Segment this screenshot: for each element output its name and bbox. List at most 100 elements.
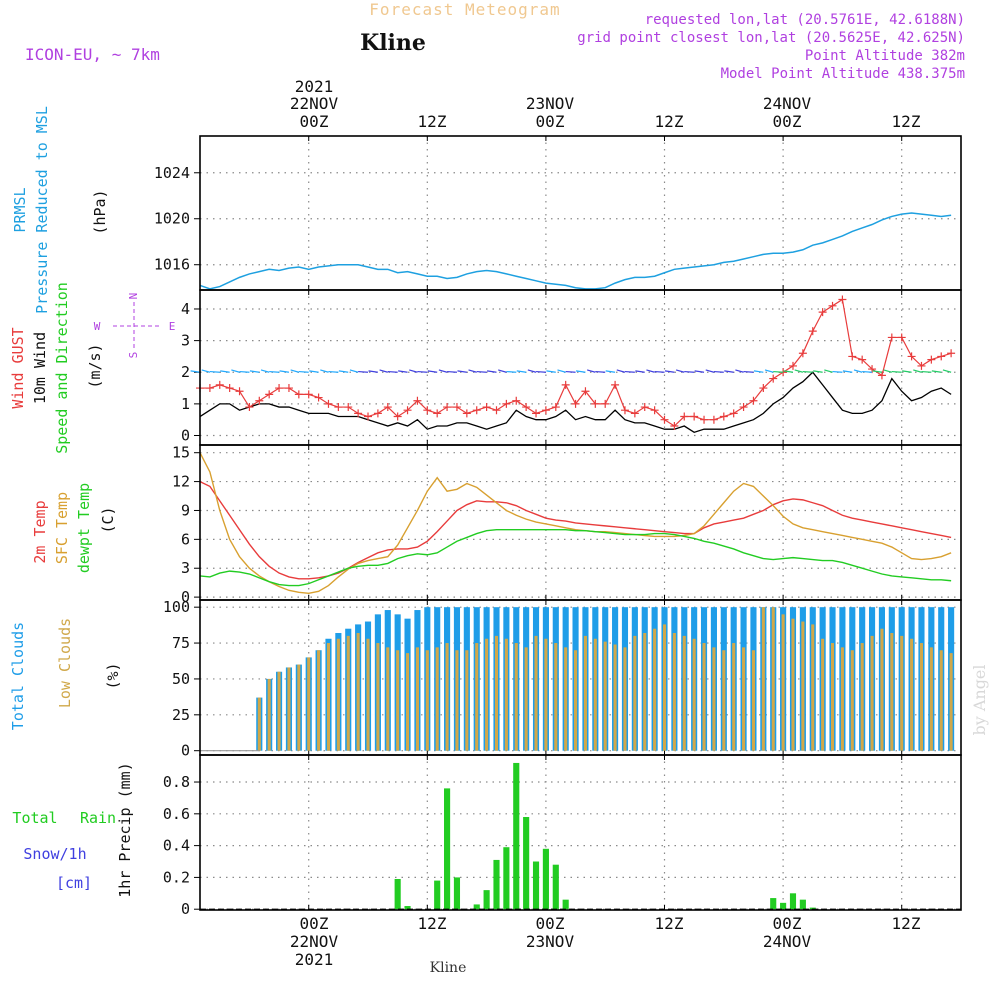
- pressure-unit: (hPa): [91, 189, 109, 234]
- wind-direction-arrow: [802, 370, 813, 373]
- wind-direction-arrow: [338, 370, 349, 373]
- low-cloud-bar: [722, 650, 726, 751]
- temp-sfc-line: [199, 452, 952, 594]
- low-cloud-bar: [672, 633, 676, 751]
- y-tick-label: 0: [181, 900, 190, 918]
- gust-marker: [235, 387, 244, 396]
- wind-label: 10m Wind: [31, 332, 49, 404]
- low-cloud-bar: [406, 653, 410, 751]
- wind-direction-arrow: [379, 369, 388, 373]
- rain-bar: [404, 906, 411, 910]
- gust-marker: [532, 409, 541, 418]
- rain-bar: [799, 899, 806, 910]
- gust-marker: [937, 352, 946, 361]
- gust-marker: [828, 301, 837, 310]
- wind-direction-arrow: [201, 369, 211, 373]
- y-tick-label: 50: [172, 670, 190, 688]
- gust-marker: [294, 390, 303, 399]
- gust-marker: [581, 387, 590, 396]
- wind-direction-arrow: [239, 370, 250, 373]
- wind-direction-arrow: [694, 370, 705, 373]
- panel-clouds: 0 25 50 75 100: [163, 598, 962, 760]
- rain-bar: [394, 879, 401, 910]
- wind-direction-arrow: [902, 370, 912, 373]
- y-tick-label: 1: [181, 395, 190, 413]
- bottom-tick-label: 12Z: [418, 914, 447, 933]
- gust-marker: [275, 384, 284, 393]
- plot-layer: 1016102010240123403691215025507510000.20…: [154, 135, 962, 918]
- low-cloud-bar: [929, 647, 933, 751]
- wind-direction-arrow: [783, 370, 794, 373]
- gust-marker: [690, 412, 699, 421]
- wind-direction-arrow: [190, 370, 201, 373]
- low-cloud-bar: [771, 607, 775, 751]
- wind-direction-arrow: [427, 370, 438, 373]
- low-cloud-bar: [643, 633, 647, 751]
- y-tick-label: 0.2: [163, 868, 190, 886]
- gust-marker: [344, 403, 353, 412]
- wind-direction-arrow: [743, 370, 754, 373]
- low-cloud-bar: [336, 638, 340, 751]
- wind-direction-arrow: [565, 370, 576, 373]
- wind-direction-arrow: [705, 369, 715, 373]
- wind-direction-arrow: [654, 370, 665, 373]
- y-tick-label: 3: [181, 332, 190, 350]
- wind-direction-arrow: [527, 369, 537, 373]
- gust-marker: [502, 399, 511, 408]
- gust-marker: [225, 384, 234, 393]
- low-cloud-bar: [860, 643, 864, 751]
- gust-marker: [413, 396, 422, 405]
- rain-bar: [453, 877, 461, 910]
- requested-coords: requested lon,lat (20.5761E, 42.6188N): [645, 12, 965, 28]
- precip-unit: 1hr Precip (mm): [116, 762, 134, 897]
- cloud-label: Total Clouds: [9, 622, 27, 730]
- wind-direction-arrow: [813, 370, 823, 373]
- gust-marker: [393, 412, 402, 421]
- low-cloud-bar: [692, 638, 696, 751]
- dewpoint-line: [199, 529, 952, 587]
- bottom-tick-label: 00Z: [300, 914, 329, 933]
- gust-marker: [551, 403, 560, 412]
- rain-bar: [513, 762, 520, 910]
- y-tick-label: 1020: [154, 210, 190, 228]
- rain-bar: [542, 848, 549, 910]
- cloud-unit: (%): [104, 662, 122, 689]
- top-tick-label: 00Z: [300, 112, 329, 131]
- low-cloud-bar: [257, 697, 261, 751]
- wind-direction-arrow: [220, 370, 230, 373]
- gust-marker: [522, 403, 531, 412]
- y-tick-label: 6: [181, 530, 190, 548]
- low-cloud-bar: [564, 647, 568, 751]
- gust-marker: [433, 409, 442, 418]
- wind-direction-arrow: [753, 370, 764, 373]
- rain-bar: [434, 880, 441, 910]
- wind-direction-arrow: [913, 369, 922, 373]
- low-cloud-bar: [435, 647, 439, 751]
- low-cloud-bar: [890, 633, 894, 751]
- wind-direction-arrow: [516, 370, 527, 373]
- gust-marker: [443, 403, 452, 412]
- low-cloud-bar: [801, 621, 805, 751]
- gust-marker: [462, 409, 471, 418]
- low-cloud-bar: [396, 650, 400, 751]
- rain-bar: [780, 902, 787, 910]
- precip-label: Snow/1h: [23, 845, 86, 863]
- wind-label: Wind GUST: [9, 327, 27, 408]
- gust-marker: [917, 361, 926, 370]
- wind-direction-arrow: [862, 370, 873, 373]
- panel-temperature: 0 3 6 9 12 15: [172, 444, 962, 606]
- y-tick-label: 0: [181, 588, 190, 606]
- gust-marker: [265, 390, 274, 399]
- wind-direction-arrow: [735, 369, 744, 373]
- top-year-label: 2021: [295, 77, 334, 96]
- gust-marker: [561, 380, 570, 389]
- low-cloud-bar: [900, 635, 904, 751]
- rain-bar: [809, 907, 816, 910]
- wind-direction-arrow: [309, 370, 319, 373]
- cloud-label: Low Clouds: [56, 618, 74, 708]
- low-cloud-bar: [494, 635, 499, 751]
- temp-label: dewpt Temp: [75, 483, 93, 573]
- rain-bar: [473, 904, 480, 910]
- wind-direction-arrow: [249, 370, 260, 373]
